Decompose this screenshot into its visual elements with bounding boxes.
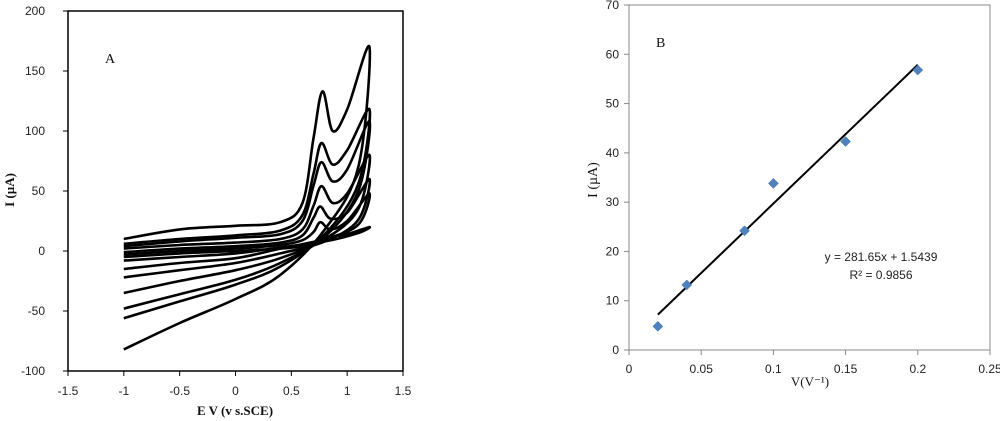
chart-b-x-axis-label: V(V⁻¹) bbox=[791, 374, 829, 389]
x-tick-label: 0 bbox=[232, 384, 239, 398]
chart-b-y-axis-label: I (µA) bbox=[586, 162, 601, 198]
y-tick-label: 30 bbox=[606, 195, 620, 209]
chart-b: 0 0.05 0.1 0.15 0.2 0.25 0 10 20 30 40 50 60 70 B y … bbox=[586, 0, 1000, 389]
chart-a: -1.5 -1 -0.5 0 0.5 1 1.5 -100 -50 0 50 100 150 200 A… bbox=[2, 4, 412, 418]
chart-b-x-ticks: 0 0.05 0.1 0.15 0.2 0.25 bbox=[626, 350, 1000, 376]
y-tick-label: 40 bbox=[606, 146, 620, 160]
data-point bbox=[912, 64, 924, 76]
cv-curve-5 bbox=[123, 120, 372, 310]
chart-a-curves bbox=[123, 44, 372, 351]
y-tick-label: 150 bbox=[25, 64, 45, 78]
y-tick-label: 0 bbox=[612, 343, 619, 357]
x-tick-label: 0.05 bbox=[690, 362, 714, 376]
x-tick-label: 0.15 bbox=[834, 362, 858, 376]
chart-b-trendline-group bbox=[657, 64, 919, 316]
chart-b-y-ticks: 0 10 20 30 40 50 60 70 bbox=[606, 0, 629, 357]
y-tick-label: -50 bbox=[28, 304, 46, 318]
x-tick-label: -0.5 bbox=[169, 384, 190, 398]
y-tick-label: 100 bbox=[25, 124, 45, 138]
data-point bbox=[768, 178, 779, 189]
y-tick-label: 60 bbox=[606, 47, 620, 61]
y-tick-label: 20 bbox=[606, 244, 620, 258]
data-point bbox=[652, 320, 664, 332]
y-tick-label: 50 bbox=[32, 184, 46, 198]
x-tick-label: 1 bbox=[344, 384, 351, 398]
chart-b-r-squared: R² = 0.9856 bbox=[849, 268, 912, 282]
chart-b-trend-equation: y = 281.65x + 1.5439 bbox=[825, 250, 938, 264]
chart-a-x-ticks: -1.5 -1 -0.5 0 0.5 1 1.5 bbox=[58, 371, 412, 398]
y-tick-label: 200 bbox=[25, 4, 45, 18]
x-tick-label: 1.5 bbox=[395, 384, 412, 398]
x-tick-label: 0 bbox=[626, 362, 633, 376]
x-tick-label: -1 bbox=[118, 384, 129, 398]
chart-a-x-axis-label: E V (v s.SCE) bbox=[197, 403, 273, 418]
data-point bbox=[840, 136, 851, 147]
trend-line bbox=[657, 64, 919, 316]
y-tick-label: -100 bbox=[21, 364, 45, 378]
cv-curve-7 bbox=[123, 44, 372, 351]
chart-a-plot-frame bbox=[67, 10, 404, 372]
chart-a-panel-label: A bbox=[105, 52, 116, 67]
chart-b-points bbox=[652, 64, 924, 332]
y-tick-label: 50 bbox=[606, 97, 620, 111]
y-tick-label: 10 bbox=[606, 294, 620, 308]
chart-b-plot-frame bbox=[628, 4, 991, 351]
x-tick-label: 0.25 bbox=[978, 362, 1000, 376]
cv-curve-4 bbox=[123, 153, 372, 295]
data-point bbox=[739, 225, 750, 237]
chart-a-y-axis-label: I (µA) bbox=[2, 173, 17, 207]
x-tick-label: 0.2 bbox=[909, 362, 926, 376]
chart-b-panel-label: B bbox=[656, 36, 665, 51]
cv-curve-6 bbox=[123, 107, 372, 320]
chart-a-y-ticks: -100 -50 0 50 100 150 200 bbox=[21, 4, 68, 378]
y-tick-label: 70 bbox=[606, 0, 620, 12]
cv-curve-2 bbox=[123, 192, 372, 271]
data-point bbox=[681, 279, 693, 291]
x-tick-label: 0.5 bbox=[283, 384, 300, 398]
y-tick-label: 0 bbox=[38, 244, 45, 258]
x-tick-label: -1.5 bbox=[58, 384, 79, 398]
x-tick-label: 0.1 bbox=[765, 362, 782, 376]
